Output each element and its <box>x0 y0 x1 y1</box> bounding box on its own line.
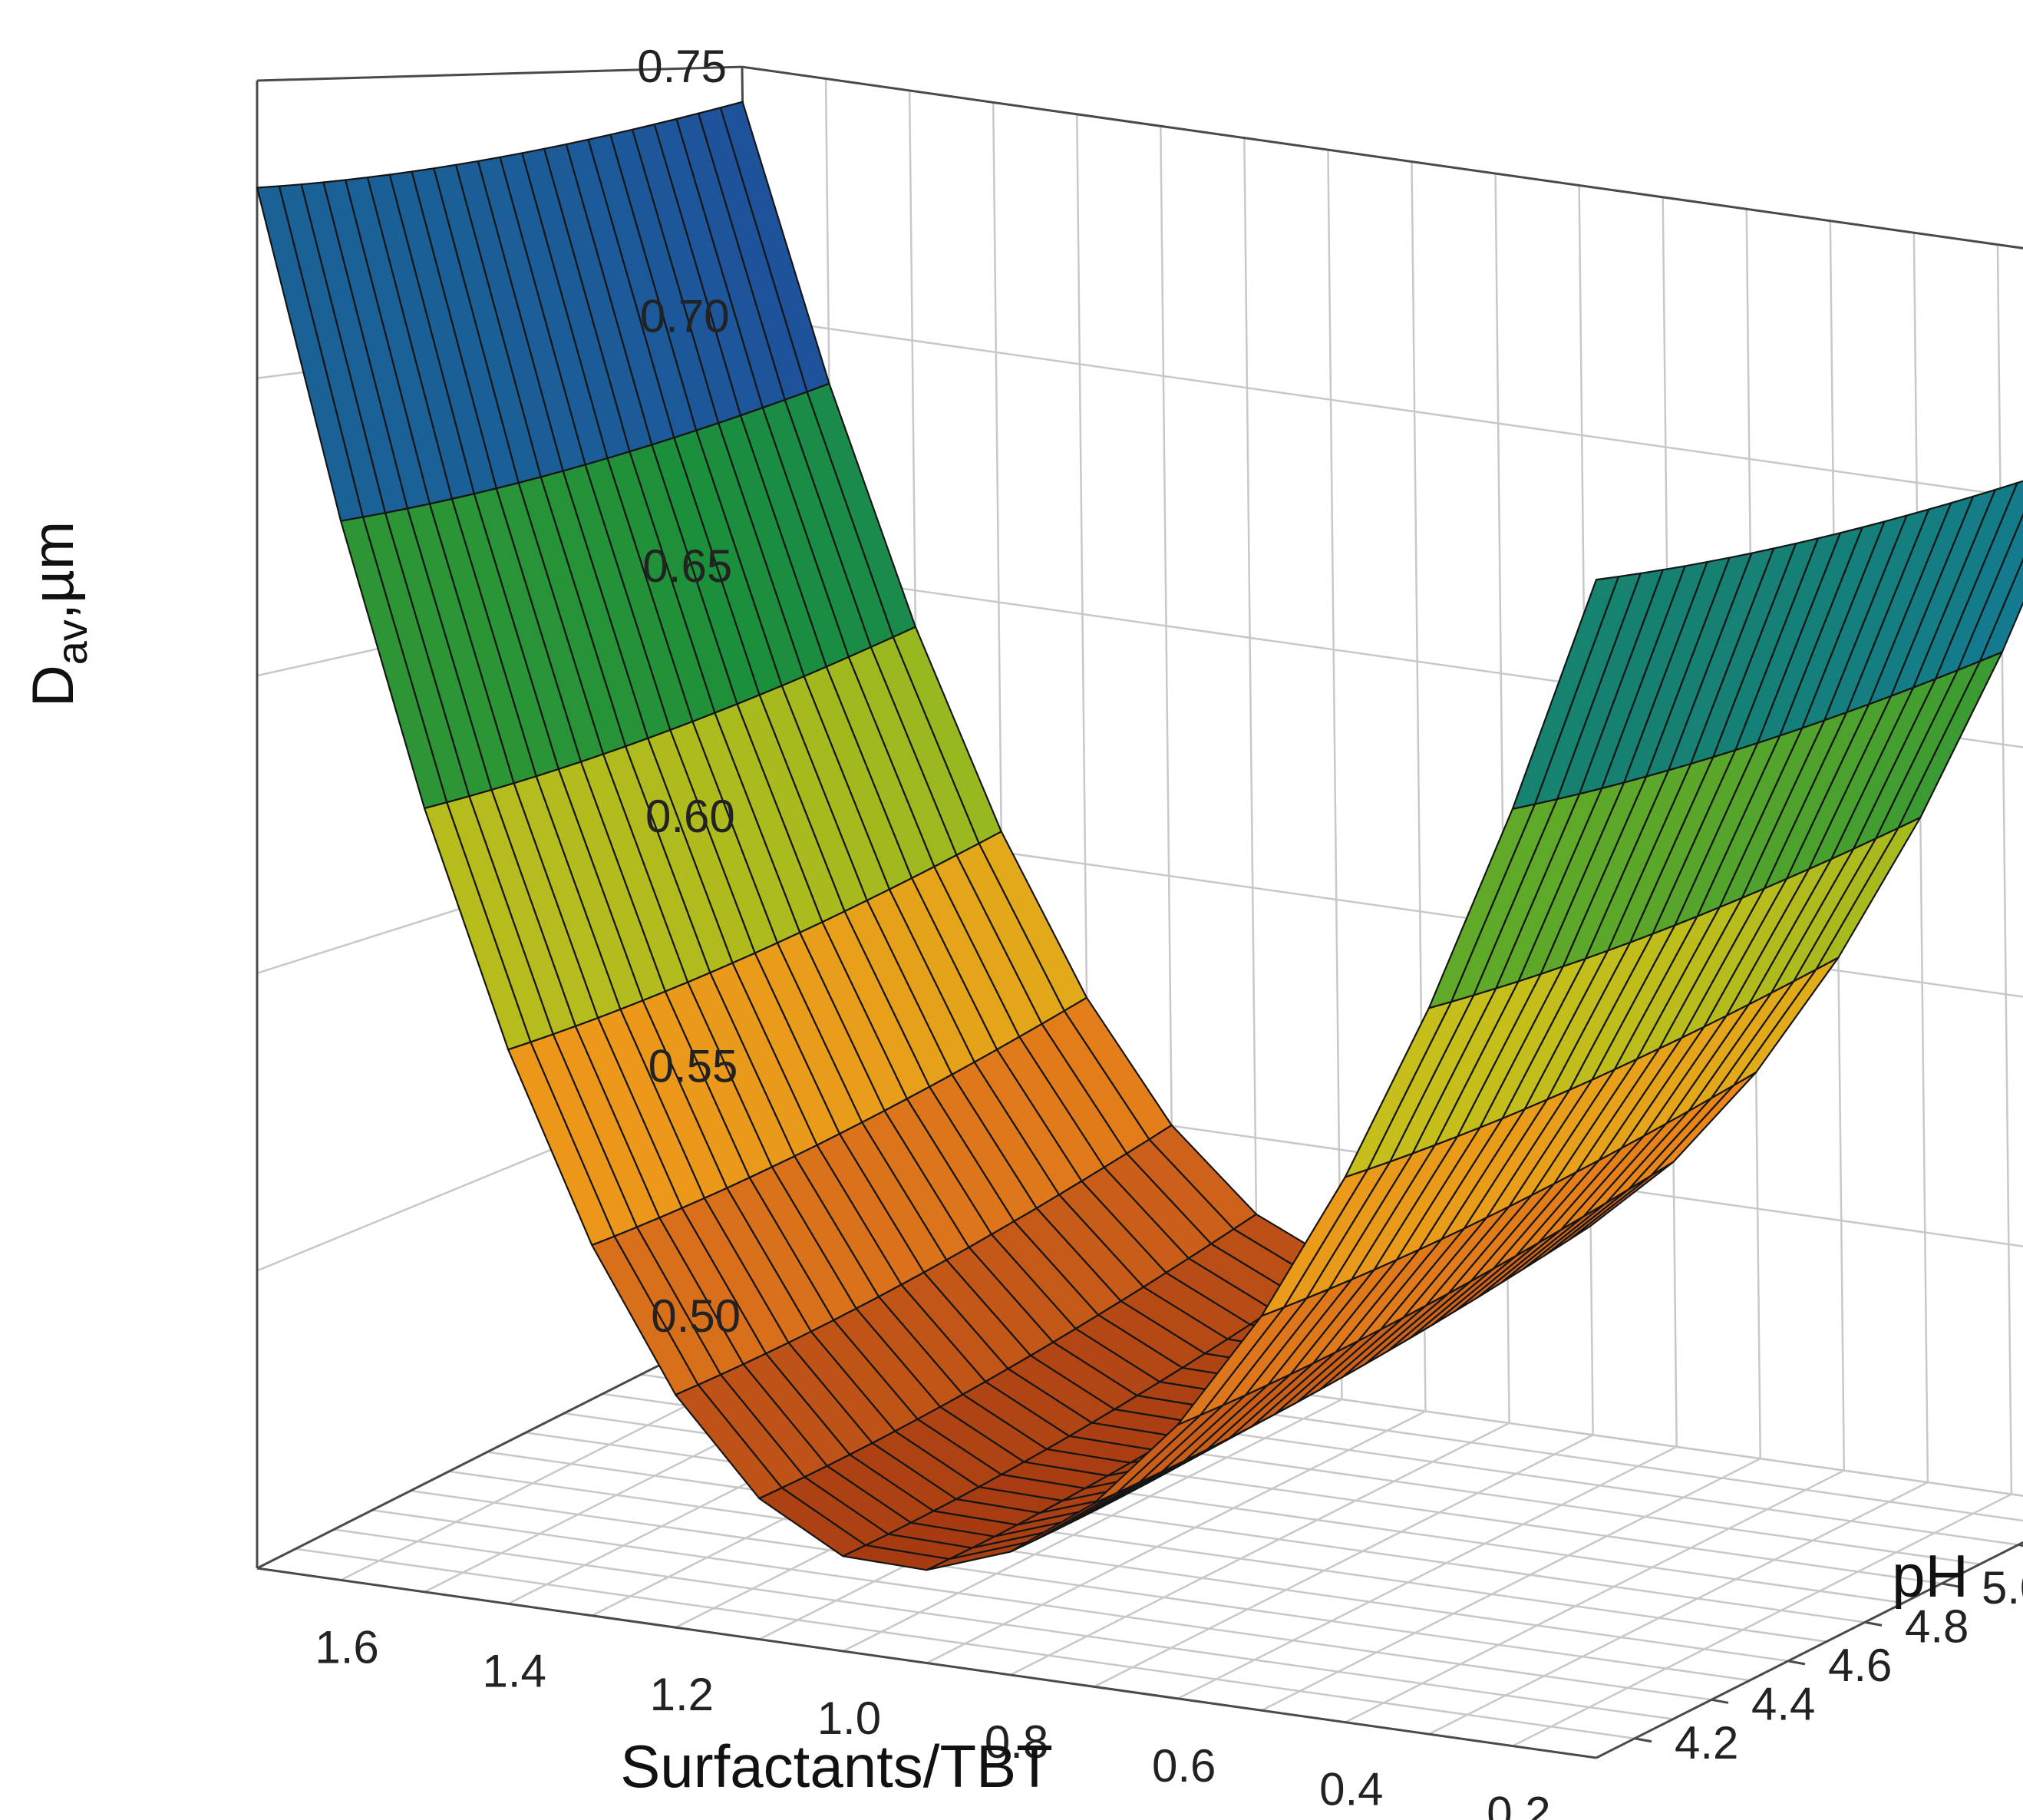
surface-facet-21-15 <box>1511 576 1619 810</box>
z-tick-label-0: 0.50 <box>651 1290 741 1342</box>
x-tick-label-4: 0.8 <box>985 1716 1048 1768</box>
y-tick-mark-0 <box>1634 1737 1652 1743</box>
floor-grid-xline-8 <box>926 1410 1427 1664</box>
y-axis-title: pH <box>1892 1542 1969 1610</box>
frame-edge-4 <box>741 65 2023 249</box>
y-axis-ticks: 4.24.44.64.85.05.25.4 <box>1634 1543 2023 1769</box>
y-tick-mark-2 <box>1787 1660 1806 1666</box>
y-tick-label-4: 5.0 <box>1982 1562 2023 1614</box>
floor-grid-yline-7 <box>525 1432 1866 1623</box>
back-grid-vline-14 <box>1912 233 1929 1483</box>
z-axis-title-sub: av <box>48 619 96 665</box>
x-tick-label-0: 1.6 <box>315 1621 378 1673</box>
floor-grid-yline-4 <box>410 1489 1751 1682</box>
y-tick-label-2: 4.6 <box>1828 1640 1892 1691</box>
x-tick-label-2: 1.2 <box>650 1669 714 1720</box>
z-tick-label-3: 0.65 <box>642 540 732 592</box>
z-axis-title-rest: ,µm <box>21 521 86 619</box>
x-axis-ticks: 1.6 1.4 1.2 1.0 0.8 0.6 0.4 0.2 <box>315 1621 1550 1820</box>
y-tick-label-3: 4.8 <box>1905 1600 1969 1652</box>
floor-grid-xline-12 <box>1261 1458 1761 1712</box>
floor-grid-xline-13 <box>1345 1469 1845 1723</box>
floor-grid-yline-5 <box>448 1470 1789 1663</box>
floor-grid-yline-1 <box>295 1547 1635 1740</box>
x-tick-label-6: 0.4 <box>1319 1764 1383 1815</box>
z-tick-label-5: 0.75 <box>637 41 727 92</box>
y-tick-label-1: 4.4 <box>1751 1678 1815 1729</box>
y-tick-mark-1 <box>1711 1698 1729 1704</box>
floor-grid-xline-9 <box>1009 1422 1510 1676</box>
floor-grid-xline-15 <box>1512 1493 2012 1747</box>
floor-grid-xline-14 <box>1428 1481 1929 1736</box>
x-axis-title: Surfactants/TBT <box>620 1732 1053 1800</box>
z-axis-title: Dav,µm <box>21 521 96 707</box>
response-surface <box>256 101 2023 1571</box>
y-tick-mark-4 <box>1941 1582 1959 1588</box>
floor-grid-xline-11 <box>1177 1445 1678 1699</box>
back-grid-vline-6 <box>1243 137 1259 1388</box>
z-tick-label-1: 0.55 <box>648 1040 738 1092</box>
frame-edge-0 <box>256 1567 1597 1759</box>
y-tick-mark-5 <box>2018 1543 2023 1547</box>
y-tick-label-0: 4.2 <box>1675 1717 1738 1769</box>
frame-edge-1 <box>1596 1541 2023 1759</box>
x-tick-label-7: 0.2 <box>1487 1788 1550 1820</box>
y-tick-mark-3 <box>1864 1620 1883 1627</box>
floor-grid-yline-6 <box>487 1451 1827 1643</box>
z-tick-label-4: 0.70 <box>640 291 730 342</box>
back-grid-hline-4 <box>744 315 2023 499</box>
floor-grid-yline-3 <box>371 1509 1712 1701</box>
x-tick-label-3: 1.0 <box>817 1693 881 1744</box>
x-tick-label-5: 0.6 <box>1152 1740 1216 1792</box>
z-axis-ticks: 0.50 0.55 0.60 0.65 0.70 0.75 <box>637 41 741 1342</box>
floor-grid-yline-2 <box>333 1528 1674 1720</box>
floor-grid-xline-7 <box>842 1398 1343 1653</box>
z-tick-label-2: 0.60 <box>645 791 735 842</box>
back-grid-vline-15 <box>1996 244 2013 1495</box>
x-tick-label-1: 1.4 <box>482 1645 546 1696</box>
frame-edge-3 <box>256 65 743 82</box>
z-axis-title-main: D <box>21 665 86 707</box>
floor-grid-xline-10 <box>1094 1434 1594 1688</box>
